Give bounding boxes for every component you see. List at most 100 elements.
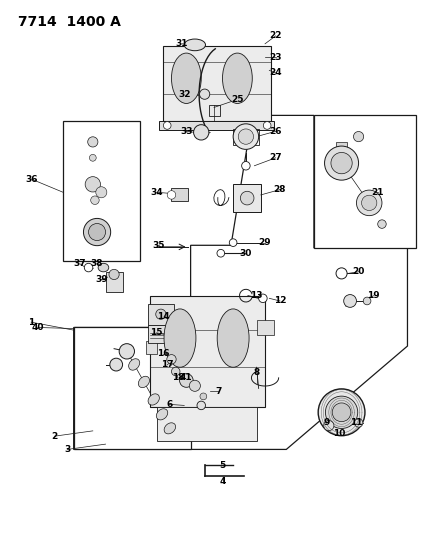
Text: 28: 28 [273, 185, 286, 194]
Circle shape [332, 403, 351, 422]
Circle shape [91, 196, 99, 205]
Ellipse shape [164, 423, 175, 434]
Bar [314, 115, 416, 248]
Circle shape [156, 309, 166, 319]
Circle shape [354, 418, 363, 427]
Circle shape [109, 269, 119, 280]
Circle shape [200, 393, 207, 400]
Bar [148, 304, 174, 325]
Text: 34: 34 [150, 188, 163, 197]
Text: 18: 18 [172, 373, 184, 382]
Circle shape [324, 146, 359, 180]
Circle shape [197, 401, 205, 410]
Ellipse shape [98, 263, 109, 272]
Circle shape [167, 354, 176, 364]
Circle shape [318, 389, 365, 436]
Text: 30: 30 [240, 249, 252, 258]
Bar [233, 184, 261, 212]
Circle shape [324, 421, 334, 431]
Text: 17: 17 [161, 360, 173, 369]
Circle shape [363, 297, 371, 305]
Text: 20: 20 [352, 268, 365, 276]
Text: 26: 26 [269, 127, 282, 136]
Text: 41: 41 [180, 373, 193, 382]
Text: 35: 35 [152, 241, 165, 250]
Bar [209, 105, 220, 116]
Text: 2: 2 [51, 432, 58, 441]
Circle shape [189, 380, 200, 391]
Text: 13: 13 [250, 291, 263, 300]
Text: 27: 27 [269, 154, 282, 163]
Circle shape [88, 137, 98, 147]
Bar [148, 325, 169, 343]
Circle shape [89, 155, 96, 161]
Bar [233, 128, 259, 144]
Circle shape [84, 263, 93, 272]
Bar [146, 341, 157, 354]
Ellipse shape [156, 409, 168, 420]
Text: 33: 33 [180, 127, 193, 136]
Ellipse shape [217, 309, 249, 367]
Text: 40: 40 [31, 323, 44, 332]
Circle shape [217, 249, 225, 257]
Circle shape [362, 195, 377, 211]
Text: 11: 11 [350, 418, 363, 427]
Bar [157, 407, 256, 441]
Circle shape [89, 223, 106, 240]
Ellipse shape [129, 359, 140, 370]
Ellipse shape [172, 53, 201, 103]
Circle shape [110, 358, 122, 371]
Text: 1: 1 [28, 318, 34, 327]
Bar [199, 398, 208, 406]
Bar [172, 188, 188, 201]
Text: 10: 10 [333, 429, 346, 438]
Circle shape [336, 268, 347, 279]
Circle shape [331, 152, 352, 174]
Circle shape [344, 295, 357, 308]
Text: 22: 22 [269, 31, 282, 41]
Circle shape [167, 191, 176, 199]
Circle shape [263, 122, 271, 130]
Text: 39: 39 [95, 275, 107, 284]
Text: 16: 16 [157, 350, 169, 359]
Bar [256, 319, 273, 335]
Text: 8: 8 [253, 368, 260, 377]
Text: 21: 21 [372, 188, 384, 197]
Ellipse shape [138, 376, 149, 387]
Bar [336, 142, 347, 155]
Circle shape [378, 220, 386, 228]
Bar [159, 120, 273, 130]
Text: 14: 14 [157, 312, 169, 321]
Circle shape [119, 344, 134, 359]
Text: 12: 12 [273, 296, 286, 305]
Text: 9: 9 [324, 418, 330, 427]
Bar [63, 120, 140, 261]
Ellipse shape [223, 53, 252, 103]
Circle shape [357, 190, 382, 216]
Text: 7714  1400 A: 7714 1400 A [18, 14, 121, 29]
Circle shape [233, 124, 259, 149]
Circle shape [199, 89, 210, 99]
Bar [74, 327, 190, 449]
Circle shape [180, 374, 193, 387]
Circle shape [242, 161, 250, 170]
Text: 19: 19 [367, 291, 380, 300]
Text: 6: 6 [166, 400, 172, 409]
Circle shape [325, 396, 358, 429]
Text: 24: 24 [269, 68, 282, 77]
Bar [199, 387, 210, 397]
Circle shape [241, 191, 254, 205]
Text: 15: 15 [150, 328, 163, 337]
Bar [163, 46, 271, 120]
Circle shape [96, 187, 107, 198]
Ellipse shape [164, 309, 196, 367]
Bar [150, 296, 265, 407]
Circle shape [354, 132, 364, 142]
Text: 7: 7 [215, 386, 221, 395]
Text: 3: 3 [64, 445, 71, 454]
Circle shape [193, 125, 209, 140]
Circle shape [85, 176, 101, 192]
Circle shape [163, 122, 171, 130]
Text: 37: 37 [74, 260, 86, 268]
Bar [106, 272, 122, 292]
